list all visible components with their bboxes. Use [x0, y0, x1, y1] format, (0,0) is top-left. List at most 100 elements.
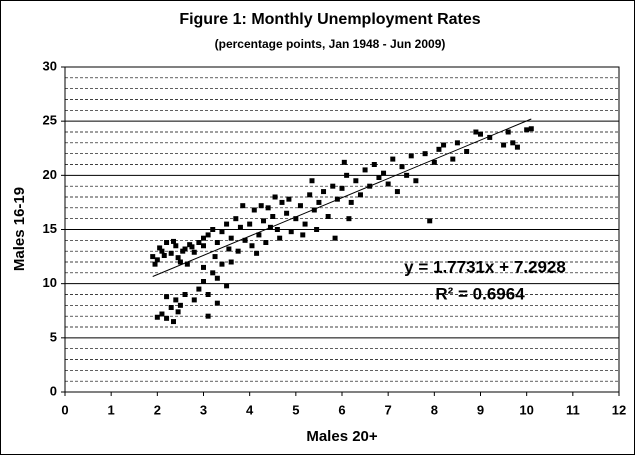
point [394, 189, 400, 195]
x-tick-label: 7 [385, 402, 392, 417]
point [404, 172, 410, 178]
point [214, 275, 220, 281]
point [339, 185, 345, 191]
point [228, 235, 234, 241]
point [478, 131, 483, 137]
x-tick-label: 11 [566, 402, 580, 417]
x-tick-label: 9 [477, 402, 484, 417]
point [175, 255, 181, 261]
y-tick-label: 30 [43, 58, 57, 73]
point [249, 243, 255, 249]
point [274, 227, 280, 232]
point [168, 250, 174, 256]
point [170, 319, 176, 325]
point [150, 254, 156, 260]
point [376, 175, 382, 180]
x-axis-label: Males 20+ [306, 428, 378, 445]
point [464, 149, 470, 154]
point [270, 214, 276, 219]
point [293, 216, 299, 222]
point [184, 261, 190, 267]
point [228, 259, 234, 265]
point [212, 254, 218, 260]
x-tick-label: 5 [292, 402, 299, 417]
point [510, 140, 516, 146]
point [242, 237, 248, 243]
point [191, 249, 197, 255]
x-tick-label: 0 [61, 402, 68, 417]
point [272, 194, 278, 200]
point [214, 300, 220, 306]
point [182, 292, 188, 297]
y-tick-label: 5 [50, 329, 57, 344]
point [314, 227, 320, 232]
point [311, 207, 317, 213]
point [152, 261, 158, 267]
point [180, 248, 186, 254]
point [286, 196, 292, 202]
point [154, 314, 160, 320]
point [196, 240, 202, 245]
point [346, 216, 352, 222]
x-tick-label: 12 [612, 402, 626, 417]
point [473, 129, 479, 135]
x-tick-label: 2 [154, 402, 161, 417]
point [288, 229, 294, 235]
point [321, 189, 327, 195]
point [201, 264, 206, 270]
point [164, 294, 170, 300]
point [191, 297, 197, 303]
y-tick-label: 20 [43, 167, 57, 182]
point [265, 205, 271, 211]
point [201, 279, 206, 284]
point [210, 227, 216, 232]
point [422, 151, 428, 157]
point [487, 134, 493, 140]
point [307, 192, 313, 198]
point [157, 245, 163, 251]
trendline-equation: y = 1.7731x + 7.2928 [404, 257, 566, 276]
point [302, 221, 308, 227]
point [381, 170, 387, 176]
point [224, 283, 230, 289]
y-tick-label: 15 [43, 221, 57, 236]
point [450, 156, 456, 162]
point [353, 178, 359, 184]
point [413, 178, 419, 184]
point [427, 218, 433, 224]
point [233, 216, 239, 222]
point [154, 257, 160, 263]
point [528, 126, 534, 132]
point [277, 235, 283, 241]
point [454, 140, 460, 146]
x-tick-label: 1 [108, 402, 115, 417]
point [177, 302, 183, 308]
point [210, 270, 216, 276]
point [170, 238, 176, 244]
point [341, 159, 347, 165]
point [205, 313, 211, 319]
point [173, 297, 179, 303]
y-axis-label: Males 16-19 [11, 187, 28, 271]
point [284, 210, 290, 216]
point [201, 243, 206, 249]
point [431, 159, 437, 165]
y-tick-label: 10 [43, 275, 57, 290]
point [161, 253, 167, 258]
point [362, 167, 368, 173]
point [297, 203, 303, 209]
point [247, 221, 253, 227]
point [159, 248, 165, 254]
point [514, 144, 520, 150]
point [159, 311, 165, 317]
point [196, 286, 202, 292]
point [348, 199, 354, 205]
point [175, 309, 181, 315]
point [256, 232, 262, 238]
point [164, 240, 170, 245]
point [235, 248, 241, 254]
x-tick-label: 10 [519, 402, 533, 417]
point [261, 218, 267, 224]
point [177, 259, 183, 265]
